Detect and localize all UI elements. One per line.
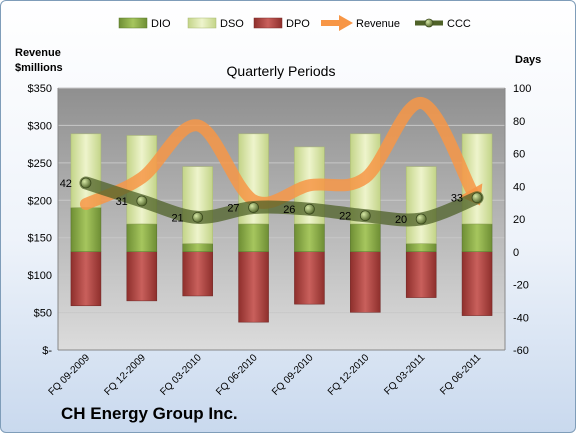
category-label: FQ 09-2009	[47, 352, 93, 398]
legend-label-dio: DIO	[151, 18, 171, 30]
left-tick-label: $350	[28, 83, 52, 95]
bar-dio	[182, 243, 213, 252]
ccc-data-label: 27	[227, 203, 239, 215]
lines-group: 42 31 21 27 26 22 20 33	[60, 96, 484, 227]
bar-dso	[405, 166, 437, 244]
category-label: FQ 12-2009	[102, 352, 148, 398]
legend-item-dpo: DPO	[253, 17, 310, 30]
legend-item-dso: DSO	[187, 17, 244, 30]
ccc-point	[471, 192, 483, 204]
category-label: FQ 03-2011	[382, 352, 427, 397]
left-axis-title-line2: $millions	[15, 62, 63, 74]
ccc-point	[192, 211, 204, 223]
right-tick-label: 40	[513, 181, 525, 193]
ccc-data-label: 26	[283, 204, 295, 216]
legend: DIO DSO DPO Revenue CCC	[118, 15, 471, 31]
ccc-data-label: 21	[171, 212, 183, 224]
ccc-point	[248, 202, 259, 213]
bar-dpo	[350, 251, 381, 313]
legend-label-dpo: DPO	[286, 18, 310, 30]
ccc-point	[136, 195, 148, 207]
bar-dso	[182, 166, 213, 244]
ccc-data-label: 22	[339, 211, 351, 223]
legend-marker-ccc	[424, 18, 434, 28]
bar-dio	[238, 223, 269, 253]
category-label: FQ 06-2010	[214, 352, 260, 398]
bar-dpo	[182, 251, 213, 297]
bar-dio	[294, 223, 325, 253]
right-tick-label: -40	[513, 312, 529, 324]
right-tick-label: 100	[513, 83, 531, 95]
category-label: FQ 12-2010	[326, 352, 372, 398]
bar-dio	[350, 223, 381, 253]
bar-dio	[126, 223, 158, 253]
bar-dio	[405, 243, 437, 252]
ccc-point	[359, 210, 371, 222]
left-tick-label: $150	[28, 233, 52, 245]
chart-title: Quarterly Periods	[227, 63, 336, 79]
ccc-data-label: 20	[395, 214, 407, 226]
bar-dio	[461, 223, 493, 253]
right-tick-label: -60	[513, 345, 529, 357]
legend-item-dio: DIO	[118, 17, 171, 30]
legend-arrow-revenue	[339, 15, 353, 31]
ccc-data-label: 33	[451, 193, 463, 205]
bar-dpo	[461, 251, 493, 316]
legend-label-dso: DSO	[220, 18, 244, 30]
right-tick-label: -20	[513, 280, 529, 292]
ccc-point	[415, 213, 427, 225]
legend-swatch-dio	[118, 17, 148, 29]
ccc-point	[80, 177, 92, 189]
company-name: CH Energy Group Inc.	[61, 404, 238, 423]
legend-item-revenue: Revenue	[321, 15, 400, 31]
legend-swatch-dso	[187, 17, 217, 29]
legend-label-revenue: Revenue	[356, 18, 400, 30]
bar-dpo	[126, 251, 158, 302]
left-tick-label: $-	[42, 345, 52, 357]
left-tick-label: $250	[28, 158, 52, 170]
legend-swatch-dpo	[253, 17, 283, 29]
legend-item-ccc: CCC	[415, 18, 471, 30]
left-tick-label: $50	[34, 308, 52, 320]
left-tick-label: $200	[28, 195, 52, 207]
revenue-line	[79, 96, 479, 211]
left-axis-title-line1: Revenue	[15, 47, 61, 59]
category-label: FQ 03-2010	[158, 352, 204, 398]
ccc-data-label: 31	[116, 196, 128, 208]
left-tick-label: $300	[28, 120, 52, 132]
bar-dpo	[238, 251, 269, 323]
right-tick-label: 20	[513, 214, 525, 226]
legend-label-ccc: CCC	[447, 18, 471, 30]
right-tick-label: 60	[513, 149, 525, 161]
ccc-point	[304, 203, 315, 215]
category-label: FQ 09-2010	[270, 352, 316, 398]
bar-dio	[70, 207, 102, 253]
right-tick-label: 0	[513, 247, 519, 259]
bar-dpo	[405, 251, 437, 298]
right-tick-label: 80	[513, 116, 525, 128]
ccc-data-label: 42	[60, 178, 72, 190]
category-label: FQ 06-2011	[438, 352, 483, 397]
left-tick-label: $100	[28, 270, 52, 282]
bar-dpo	[294, 251, 325, 305]
bar-dpo	[70, 251, 102, 307]
right-axis-title: Days	[515, 54, 541, 66]
